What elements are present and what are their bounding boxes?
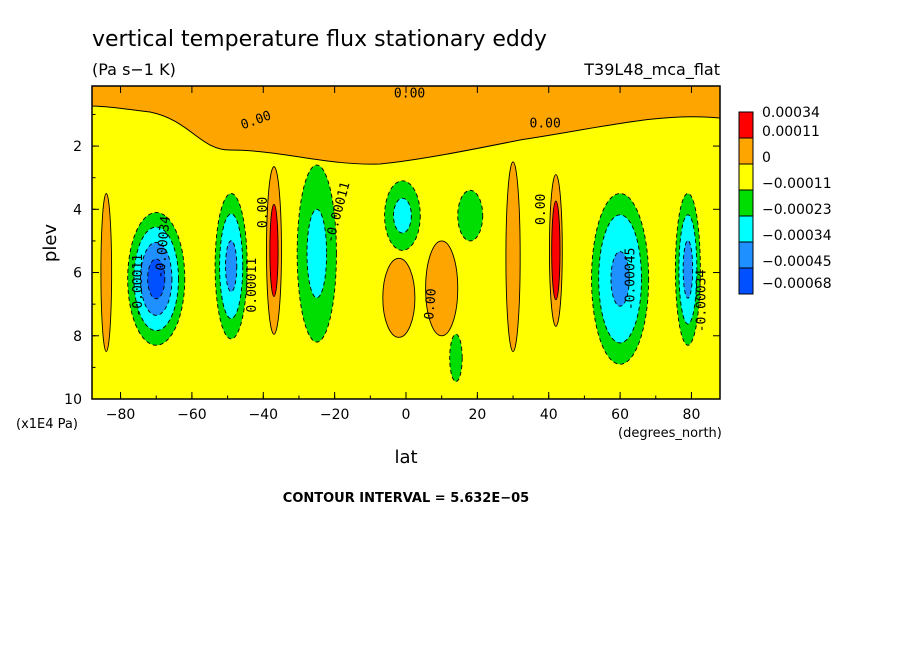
contour-label: 0.00011 — [245, 258, 260, 313]
contour-band — [610, 251, 630, 307]
colorbar-label: 0 — [762, 150, 771, 166]
contour-region — [266, 166, 282, 335]
y-tick-label: 6 — [73, 266, 82, 282]
colorbar-swatch — [738, 241, 754, 269]
contour-region — [591, 193, 650, 365]
y-axis-units: (x1E4 Pa) — [16, 417, 78, 432]
upper-level-band — [92, 86, 720, 165]
colorbar-label: 0.00034 — [762, 105, 820, 121]
colorbar-label: 0.00011 — [762, 124, 820, 140]
contour-region — [100, 193, 113, 353]
x-tick-label: 20 — [468, 407, 486, 423]
contour-band — [147, 258, 166, 300]
contour-band — [449, 333, 463, 383]
contour-region — [457, 189, 484, 242]
contour-region — [384, 180, 421, 251]
contour-region — [425, 240, 459, 337]
contour-band — [100, 193, 113, 353]
x-axis-label: lat — [394, 447, 417, 468]
contour-label: 0.00 — [256, 197, 271, 228]
contour-region — [214, 193, 248, 340]
contour-region — [296, 164, 337, 343]
colorbar-swatch — [738, 189, 754, 217]
contour-label: -0.00045 — [623, 248, 638, 311]
contour-region — [382, 257, 416, 338]
x-axis-ticks: −80 −60 −40 −20 0 20 40 60 80 — [106, 86, 701, 423]
contour-label: -0.00034 — [153, 215, 173, 279]
contour-region — [505, 161, 521, 353]
contour-band — [382, 257, 416, 338]
contour-label: 0.00 — [530, 116, 561, 131]
y-axis-label: plev — [40, 224, 61, 263]
colorbar-label: −0.00045 — [762, 254, 832, 270]
contour-label: 0.00 — [534, 194, 549, 225]
y-tick-label: 10 — [64, 392, 82, 408]
x-tick-label: −60 — [177, 407, 207, 423]
contour-label: -0.00034 — [695, 270, 710, 333]
contour-region — [674, 193, 701, 346]
contour-region — [548, 174, 563, 327]
contour-band — [393, 197, 412, 234]
upper-band-area — [92, 86, 720, 165]
colorbar-swatch — [738, 163, 754, 191]
colorbar-swatch — [738, 267, 754, 295]
y-tick-label: 2 — [73, 139, 82, 155]
x-tick-label: 60 — [611, 407, 629, 423]
dataset-label: T39L48_mca_flat — [583, 60, 720, 80]
contour-band — [306, 208, 328, 299]
colorbar-label: −0.00034 — [762, 228, 832, 244]
contour-band — [269, 203, 279, 297]
y-axis-ticks: 2 4 6 8 10 — [64, 113, 720, 408]
contour-label: -0.00011 — [131, 254, 146, 317]
x-tick-label: −40 — [248, 407, 278, 423]
contour-region — [449, 333, 463, 383]
contour-band — [225, 240, 238, 293]
colorbar-swatch — [738, 137, 754, 165]
contour-regions — [100, 161, 701, 383]
x-tick-label: −80 — [106, 407, 136, 423]
colorbar-swatch — [738, 215, 754, 243]
colorbar-label: −0.00011 — [762, 176, 832, 192]
contour-interval-text: CONTOUR INTERVAL = 5.632E−05 — [283, 491, 529, 506]
y-tick-label: 4 — [73, 202, 82, 218]
chart-units: (Pa s−1 K) — [92, 60, 176, 79]
contour-label: 0.00 — [394, 86, 425, 101]
x-tick-label: 0 — [402, 407, 411, 423]
contour-band — [551, 200, 561, 301]
y-tick-label: 8 — [73, 329, 82, 345]
colorbar: 0.00034 0.00011 0 −0.00011 −0.00023 −0.00034 −… — [738, 105, 832, 295]
plot-area: 0.000.00 0.000.00 -0.00011-0.00034-0.00011… — [91, 85, 721, 400]
x-tick-label: −20 — [320, 407, 350, 423]
colorbar-label: −0.00068 — [762, 276, 832, 292]
colorbar-label: −0.00023 — [762, 202, 832, 218]
x-tick-label: 40 — [540, 407, 558, 423]
x-axis-units: (degrees_north) — [618, 426, 722, 441]
colorbar-swatch — [738, 111, 754, 139]
contour-band — [457, 189, 484, 242]
contour-region — [127, 212, 186, 346]
x-tick-label: 80 — [683, 407, 701, 423]
contour-label: 0.00 — [422, 288, 440, 321]
contour-band — [505, 161, 521, 353]
contour-band — [425, 240, 459, 337]
contour-band — [682, 240, 694, 299]
chart-title: vertical temperature flux stationary edd… — [92, 27, 547, 52]
